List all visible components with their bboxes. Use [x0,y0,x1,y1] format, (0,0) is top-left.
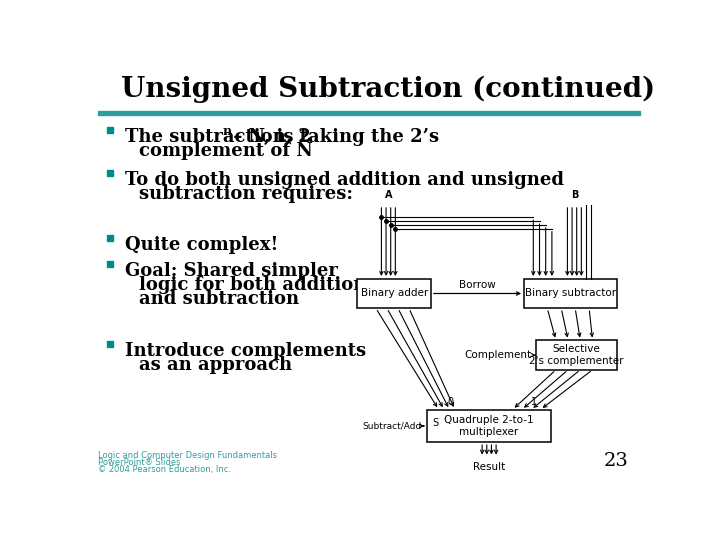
Text: The subtraction, 2: The subtraction, 2 [125,128,310,146]
Text: Unsigned Subtraction (continued): Unsigned Subtraction (continued) [121,76,655,103]
Text: Selective
2's complementer: Selective 2's complementer [529,345,624,366]
Bar [107,170,113,177]
Text: Borrow: Borrow [459,280,496,289]
Text: logic for both addition: logic for both addition [139,276,366,294]
Text: Subtract/Add: Subtract/Add [363,421,422,430]
Text: A: A [384,190,392,200]
Text: Logic and Computer Design Fundamentals: Logic and Computer Design Fundamentals [98,451,276,460]
Text: as an approach: as an approach [139,356,292,374]
Text: B: B [571,190,578,200]
Text: – N, is taking the 2’s: – N, is taking the 2’s [228,128,439,146]
Text: 1: 1 [531,397,537,408]
Text: S: S [433,418,438,428]
Bar [427,410,551,442]
Bar [536,340,617,370]
Bar [107,261,113,267]
Text: Goal: Shared simpler: Goal: Shared simpler [125,262,338,280]
Text: n: n [222,125,232,138]
Bar [107,235,113,241]
Text: © 2004 Pearson Education, Inc.: © 2004 Pearson Education, Inc. [98,465,230,474]
Text: Quite complex!: Quite complex! [125,236,278,254]
Bar [357,279,431,308]
Bar [107,341,113,347]
Text: 23: 23 [604,452,629,470]
Text: complement of N: complement of N [139,142,312,160]
Text: Binary subtractor: Binary subtractor [525,288,616,299]
Text: PowerPoint® Slides: PowerPoint® Slides [98,458,180,467]
Text: subtraction requires:: subtraction requires: [139,185,353,203]
Text: and subtraction: and subtraction [139,289,299,308]
Bar [98,111,640,115]
Bar [107,127,113,133]
Text: Result: Result [473,462,505,472]
Text: Binary adder: Binary adder [361,288,428,299]
Text: 0: 0 [447,397,454,408]
Text: Quadruple 2-to-1
multiplexer: Quadruple 2-to-1 multiplexer [444,415,534,437]
Text: To do both unsigned addition and unsigned: To do both unsigned addition and unsigne… [125,171,564,189]
Text: Complement: Complement [464,350,532,360]
Bar [524,279,617,308]
Text: Introduce complements: Introduce complements [125,342,366,360]
